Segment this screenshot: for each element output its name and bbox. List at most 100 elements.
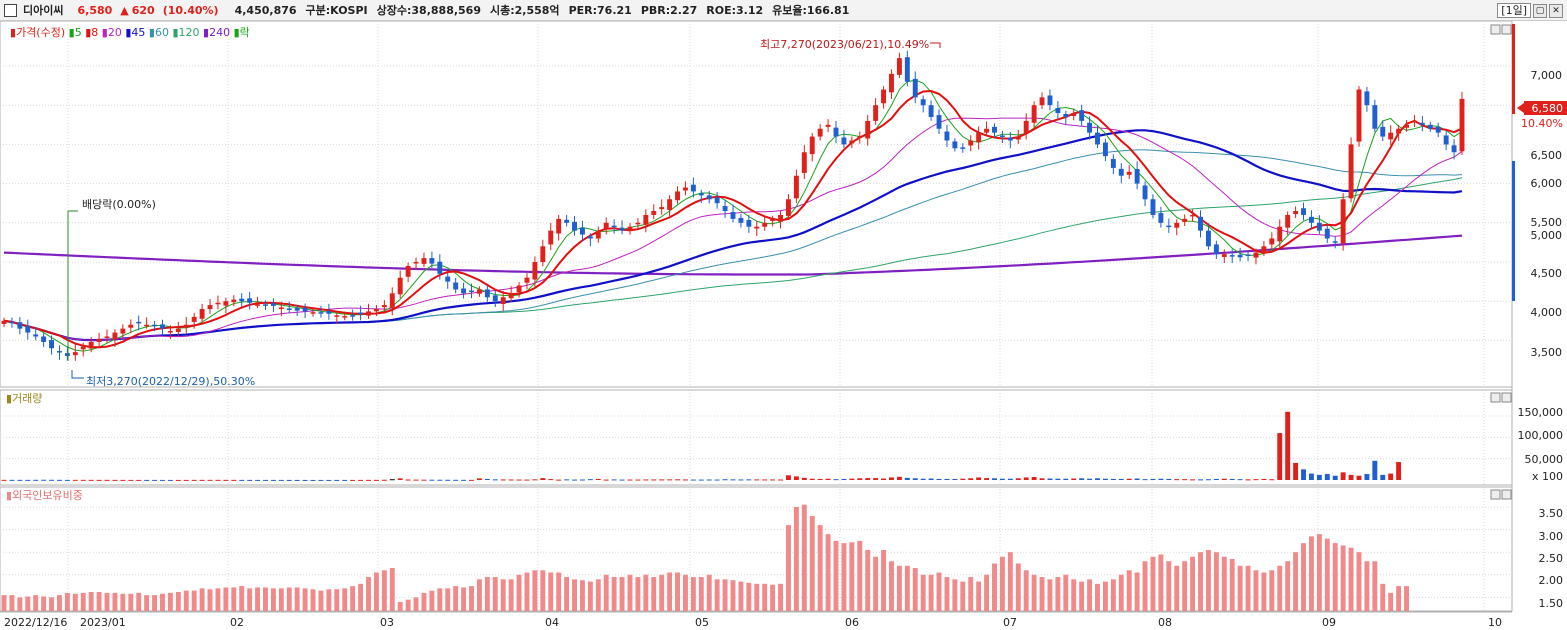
candle-body [611,225,617,228]
price-panel[interactable] [0,21,1513,388]
foreign-panel-restore-icon[interactable] [1490,489,1501,500]
volume-panel-close-icon[interactable] [1501,392,1512,403]
volume-bar [326,479,332,481]
trade-volume: 4,450,876 [234,3,297,17]
candle-body [889,73,894,93]
high-price-note: 최고7,270(2023/06/21),10.49% [760,38,929,51]
volume-bar [405,479,411,481]
foreign-ratio-bar [984,574,990,611]
foreign-ratio-bar [112,592,118,611]
candle-body [381,305,387,308]
foreign-ratio-bar [1324,538,1330,611]
volume-bar [231,479,237,481]
foreign-ratio-bar [786,525,791,611]
current-price-arrow-icon [1517,103,1524,113]
candle-body [247,298,253,303]
foreign-ratio-bar [421,592,427,611]
foreign-ratio-bar [310,589,316,611]
volume-bar [1150,478,1156,480]
foreign-ratio-bar [904,565,910,611]
foreign-ratio-bar [873,556,879,611]
candle-body [80,346,86,350]
price-panel-close-icon[interactable] [1501,24,1512,35]
candle-body [706,195,712,200]
legend-ex: 락 [240,26,250,39]
foreign-ratio-bar [801,504,807,611]
candle-body [484,289,490,298]
foreign-ratio-bar [960,581,966,611]
volume-bar [992,478,997,480]
volume-bar [960,478,966,480]
candle-body [1015,136,1021,140]
select-checkbox[interactable] [4,3,17,17]
candle-body [429,258,435,264]
legend-ma45: 45 [131,26,145,39]
volume-bar [698,479,704,481]
volume-bar [318,479,324,481]
candle-body [1285,214,1291,228]
period-selector[interactable]: [1일] [1497,3,1531,18]
volume-bar [104,479,110,481]
candle-body [64,353,70,357]
candle-body [1419,122,1425,125]
restore-icon[interactable]: ▢ [1533,3,1547,18]
foreign-ratio-bar [706,574,712,611]
candle-body [762,222,768,227]
volume-bar [1142,479,1148,481]
stock-chart[interactable]: ▮가격(수정) ▮5 ▮8 ▮20 ▮45 ▮60 ▮120 ▮240 ▮락 최… [0,21,1567,630]
volume-bar [627,479,633,481]
x-label-mar: 03 [380,616,394,629]
volume-panel-restore-icon[interactable] [1490,392,1501,403]
candle-body [318,312,324,314]
volume-bar [936,478,942,480]
volume-bar [1372,460,1378,480]
volume-bar [57,479,62,481]
candle-body [801,152,807,173]
candle-body [881,89,887,104]
foreign-ratio-bar [675,572,680,611]
candle-body [675,191,680,201]
stock-name[interactable]: 디아이씨 [23,4,64,17]
price-panel-restore-icon[interactable] [1490,24,1501,35]
volume-bar [1229,478,1235,480]
candle-body [1087,122,1093,133]
volume-bar [1237,479,1243,481]
foreign-ratio-bar [1388,592,1394,611]
candle-body [841,137,847,145]
candle-body [508,293,514,299]
close-icon[interactable]: ✕ [1549,3,1563,18]
candle-body [278,307,284,309]
candle-body [793,175,799,199]
candle-body [730,211,736,219]
candle-body [1174,222,1180,228]
volume-bar [88,479,94,481]
foreign-ratio-bar [1404,586,1409,611]
candle-body [41,336,47,342]
candle-body [302,307,308,312]
volume-bar [492,479,498,481]
volume-bar [730,479,736,481]
foreign-ratio-bar [1348,547,1354,611]
foreign-panel-close-icon[interactable] [1501,489,1512,500]
foreign-ratio-bar [72,593,78,611]
foreign-ratio-bar [231,587,237,611]
candle-body [57,351,62,353]
foreign-ratio-bar [1285,561,1291,611]
candle-body [1198,216,1203,231]
candle-body [1205,230,1211,247]
volume-bar [1174,479,1180,481]
foreign-ratio-bar [96,591,102,611]
foreign-ratio-bar [556,572,562,611]
candle-body [651,211,657,215]
candle-body [857,136,863,139]
volume-bar [1134,478,1140,480]
candle-body [96,338,102,342]
candle-body [437,261,443,274]
candle-body [1039,97,1045,106]
volume-bar [754,479,760,481]
foreign-ratio-bar [207,589,213,611]
volume-bar [1332,475,1338,480]
foreign-ratio-bar [651,577,657,611]
legend-ma120-marker: ▮ [172,26,178,39]
foreign-ratio-bar [1372,561,1378,611]
